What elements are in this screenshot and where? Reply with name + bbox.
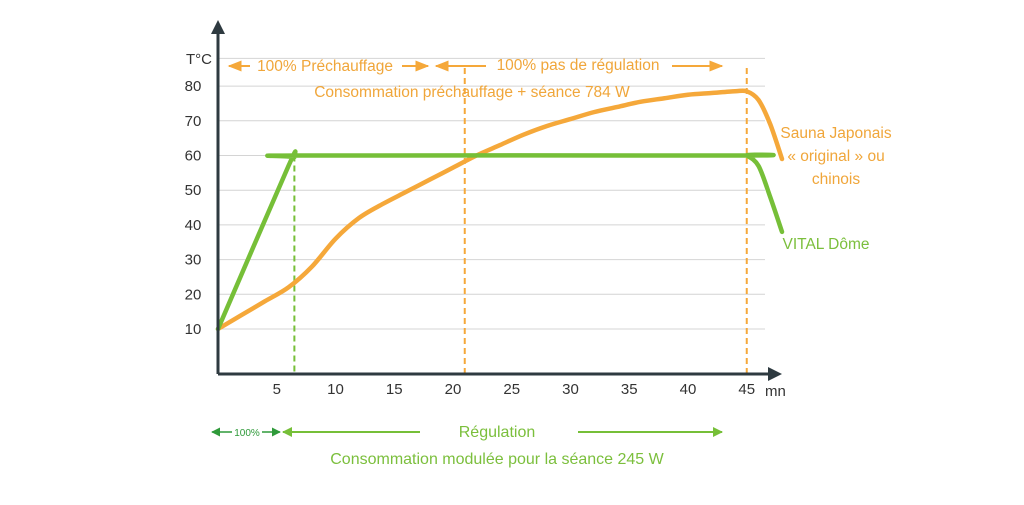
y-tick-label-50: 50 [185, 182, 202, 199]
pct100-label: 100% [234, 428, 260, 439]
sauna-series-label-line2: « original » ou [787, 148, 884, 165]
sauna-series-label-line1: Sauna Japonais [780, 125, 891, 142]
x-tick-label-15: 15 [386, 381, 403, 398]
series-lines [215, 88, 785, 332]
y-tick-label-10: 10 [185, 321, 202, 338]
prechauffage-label: 100% Préchauffage [257, 58, 393, 75]
y-tick-label-40: 40 [185, 217, 202, 234]
y-tick-label-20: 20 [185, 286, 202, 303]
x-axis-label: mn [765, 383, 786, 400]
y-axis-arrow [211, 20, 225, 34]
reference-lines [293, 68, 748, 374]
y-tick-label-70: 70 [185, 113, 202, 130]
x-tick-label-35: 35 [621, 381, 638, 398]
x-tick-label-45: 45 [738, 381, 755, 398]
sauna-series-label-line3: chinois [812, 171, 860, 188]
x-tick-label-25: 25 [503, 381, 520, 398]
y-axis-label: T°C [186, 51, 212, 68]
conso-modulee-label: Consommation modulée pour la séance 245 … [330, 451, 664, 468]
vital-series-line [215, 149, 785, 332]
conso-prechauffage-label: Consommation préchauffage + séance 784 W [314, 84, 630, 101]
x-tick-label-20: 20 [445, 381, 462, 398]
y-tick-label-60: 60 [185, 148, 202, 165]
y-tick-label-80: 80 [185, 78, 202, 95]
x-tick-labels: 5 10 15 20 25 30 35 40 45 [273, 381, 756, 398]
vital-series-label: VITAL Dôme [783, 236, 870, 253]
axes [211, 20, 782, 381]
x-tick-label-30: 30 [562, 381, 579, 398]
y-tick-labels: 10 20 30 40 50 60 70 80 [185, 78, 202, 338]
x-tick-label-5: 5 [273, 381, 281, 398]
y-tick-label-30: 30 [185, 252, 202, 269]
x-axis-arrow [768, 367, 782, 381]
pas-regulation-label: 100% pas de régulation [497, 57, 660, 74]
regulation-label: Régulation [459, 424, 536, 441]
x-tick-label-10: 10 [327, 381, 344, 398]
x-tick-label-40: 40 [680, 381, 697, 398]
sauna-series-line [215, 88, 785, 332]
